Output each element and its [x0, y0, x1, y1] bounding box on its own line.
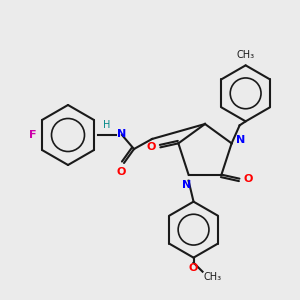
Text: N: N [182, 180, 191, 190]
Text: O: O [189, 263, 198, 273]
Text: H: H [103, 120, 111, 130]
Text: O: O [244, 174, 253, 184]
Text: O: O [116, 167, 126, 177]
Text: CH₃: CH₃ [203, 272, 222, 282]
Text: N: N [236, 135, 245, 145]
Text: F: F [28, 130, 36, 140]
Text: N: N [117, 129, 126, 139]
Text: CH₃: CH₃ [237, 50, 255, 60]
Text: O: O [147, 142, 156, 152]
